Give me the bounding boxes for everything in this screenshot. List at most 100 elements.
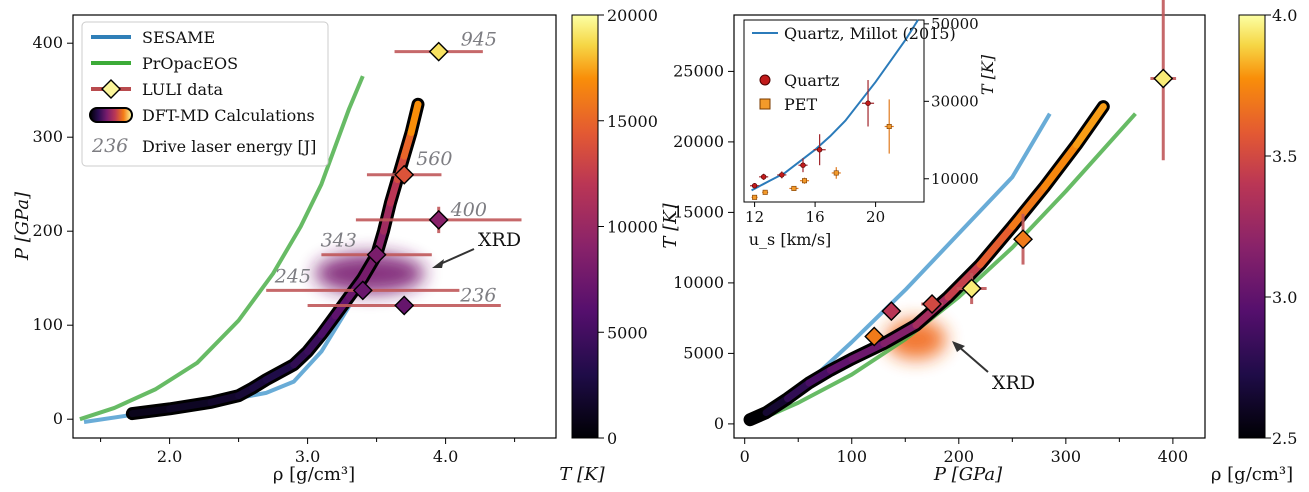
left-x-tick-label: 2.0 [157, 447, 182, 466]
left-colorbar [571, 14, 599, 439]
left-colorbar-tick-label: 10000 [607, 218, 658, 237]
left-data-point [394, 295, 415, 316]
right-colorbar-tick-label: 2.5 [1272, 429, 1297, 448]
left-energy-label: 343 [321, 230, 357, 252]
left-colorbar-label: T [K] [559, 464, 605, 485]
right-data-point [1153, 68, 1174, 89]
inset-point-pet [886, 123, 892, 129]
right-colorbar [1238, 14, 1266, 439]
inset-point-quartz [751, 183, 758, 189]
left-data-points: 945 560 400 343 245 236 [266, 29, 522, 316]
inset-x-axis-label: u_s [km/s] [749, 230, 832, 249]
legend-label-dftmd: DFT-MD Calculations [142, 106, 315, 125]
left-dftmd-segment [317, 312, 339, 339]
legend-marker-luli [101, 79, 121, 99]
right-dftmd-segment [826, 355, 856, 374]
inset-point-quartz [760, 174, 767, 180]
left-plot-frame [72, 14, 557, 439]
left-colorbar-tick-label: 5000 [607, 323, 648, 342]
right-colorbar-ticks: 2.5 3.0 3.5 4.0 [1265, 6, 1297, 448]
inset-point-quartz [779, 172, 785, 178]
inset-legend-marker-quartz [759, 74, 771, 86]
left-data-point [352, 280, 373, 301]
inset-point-pet [833, 170, 839, 176]
legend-label-luli: LULI data [142, 80, 223, 99]
inset-y-axis-label: T [K] [978, 54, 997, 95]
right-data-point [961, 278, 982, 299]
left-data-point [428, 41, 449, 62]
right-data-point [1013, 229, 1034, 250]
left-xrd-label: XRD [478, 229, 521, 251]
right-data-point [881, 301, 902, 322]
left-dftmd-segment [386, 176, 401, 207]
inset-chart: 12 16 20 10000 30000 50000 Quartz, Millot (20… [743, 15, 997, 249]
right-y-tick-label: 0 [714, 414, 724, 433]
right-plot-frame [733, 14, 1206, 439]
inset-legend-label-pet: PET [784, 95, 817, 114]
right-dftmd-segment [1008, 183, 1048, 230]
right-x-tick-label: 100 [836, 447, 867, 466]
right-y-tick-label: 5000 [683, 343, 724, 362]
right-x-tick-label: 0 [740, 447, 750, 466]
right-x-tick-label: 200 [944, 447, 975, 466]
left-line-propaceos [79, 75, 365, 422]
right-dftmd-segment [762, 395, 792, 417]
inset-point-quartz [800, 162, 806, 168]
inset-x-tick-label: 20 [866, 208, 885, 226]
inset-point-quartz [865, 100, 871, 106]
right-y-tick-label: 25000 [673, 61, 724, 80]
right-y-tick-label: 15000 [673, 202, 724, 221]
right-dftmd-segment [1040, 141, 1081, 191]
right-dftmd-segment [805, 366, 834, 387]
inset-point-pet [762, 189, 768, 195]
right-xrd-label: XRD [992, 372, 1035, 394]
left-legend: SESAME PrOpacEOS LULI data DFT-MD Calcul… [81, 21, 329, 167]
inset-legend-marker-pet [759, 98, 771, 110]
right-data-point [922, 294, 943, 315]
inset-legend-label-millot: Quartz, Millot (2015) [784, 24, 956, 43]
inset-point-pet [802, 178, 808, 184]
right-y-tick-label: 20000 [673, 132, 724, 151]
right-colorbar-tick-label: 3.5 [1272, 147, 1297, 166]
inset-y-tick-label: 10000 [931, 170, 979, 188]
inset-point-pet [752, 194, 758, 200]
right-colorbar-tick-label: 3.0 [1272, 288, 1297, 307]
inset-legend-label-quartz: Quartz [784, 71, 839, 90]
right-axis-ticks: 0 100 200 300 400 0 5000 10000 15000 20000 25000 [673, 61, 1188, 466]
left-dftmd-segment [262, 361, 298, 384]
left-energy-label: 400 [450, 199, 487, 221]
inset-x-tick-label: 12 [745, 208, 764, 226]
right-dftmd-segment [944, 261, 984, 301]
inset-point-pet [791, 185, 797, 191]
right-dftmd-segment [880, 321, 920, 348]
left-y-tick-label: 300 [32, 127, 63, 146]
legend-swatch-laser: 236 [91, 135, 128, 157]
right-dftmd-segment [976, 223, 1016, 269]
right-data-points [864, 0, 1177, 347]
left-x-tick-label: 4.0 [433, 447, 458, 466]
left-dftmd-segment [207, 392, 243, 406]
left-axis-ticks: 2.0 3.0 4.0 0 100 200 300 400 [32, 33, 516, 466]
right-x-tick-label: 400 [1158, 447, 1189, 466]
left-colorbar-tick-label: 0 [607, 429, 617, 448]
inset-data-points [750, 80, 894, 200]
inset-y-tick-label: 30000 [931, 92, 979, 110]
right-dftmd-segment [1073, 103, 1107, 149]
left-dftmd-segment [407, 100, 422, 136]
left-dftmd-segment [400, 129, 415, 160]
left-energy-label: 560 [416, 148, 452, 170]
inset-axis-ticks: 12 16 20 10000 30000 50000 [745, 15, 979, 226]
legend-box [81, 21, 329, 167]
inset-x-tick-label: 16 [806, 208, 825, 226]
right-series-lines [743, 100, 1137, 427]
right-colorbar-label: ρ [g/cm³] [1211, 464, 1293, 485]
left-energy-label: 945 [461, 29, 497, 51]
right-y-axis-label: T [K] [660, 202, 681, 248]
right-y-tick-label: 10000 [673, 273, 724, 292]
left-series-lines [79, 75, 425, 424]
left-data-point [428, 209, 449, 230]
legend-label-sesame: SESAME [142, 28, 215, 47]
left-energy-label: 245 [274, 265, 311, 287]
right-data-point [864, 326, 885, 347]
left-y-tick-label: 0 [53, 409, 63, 428]
